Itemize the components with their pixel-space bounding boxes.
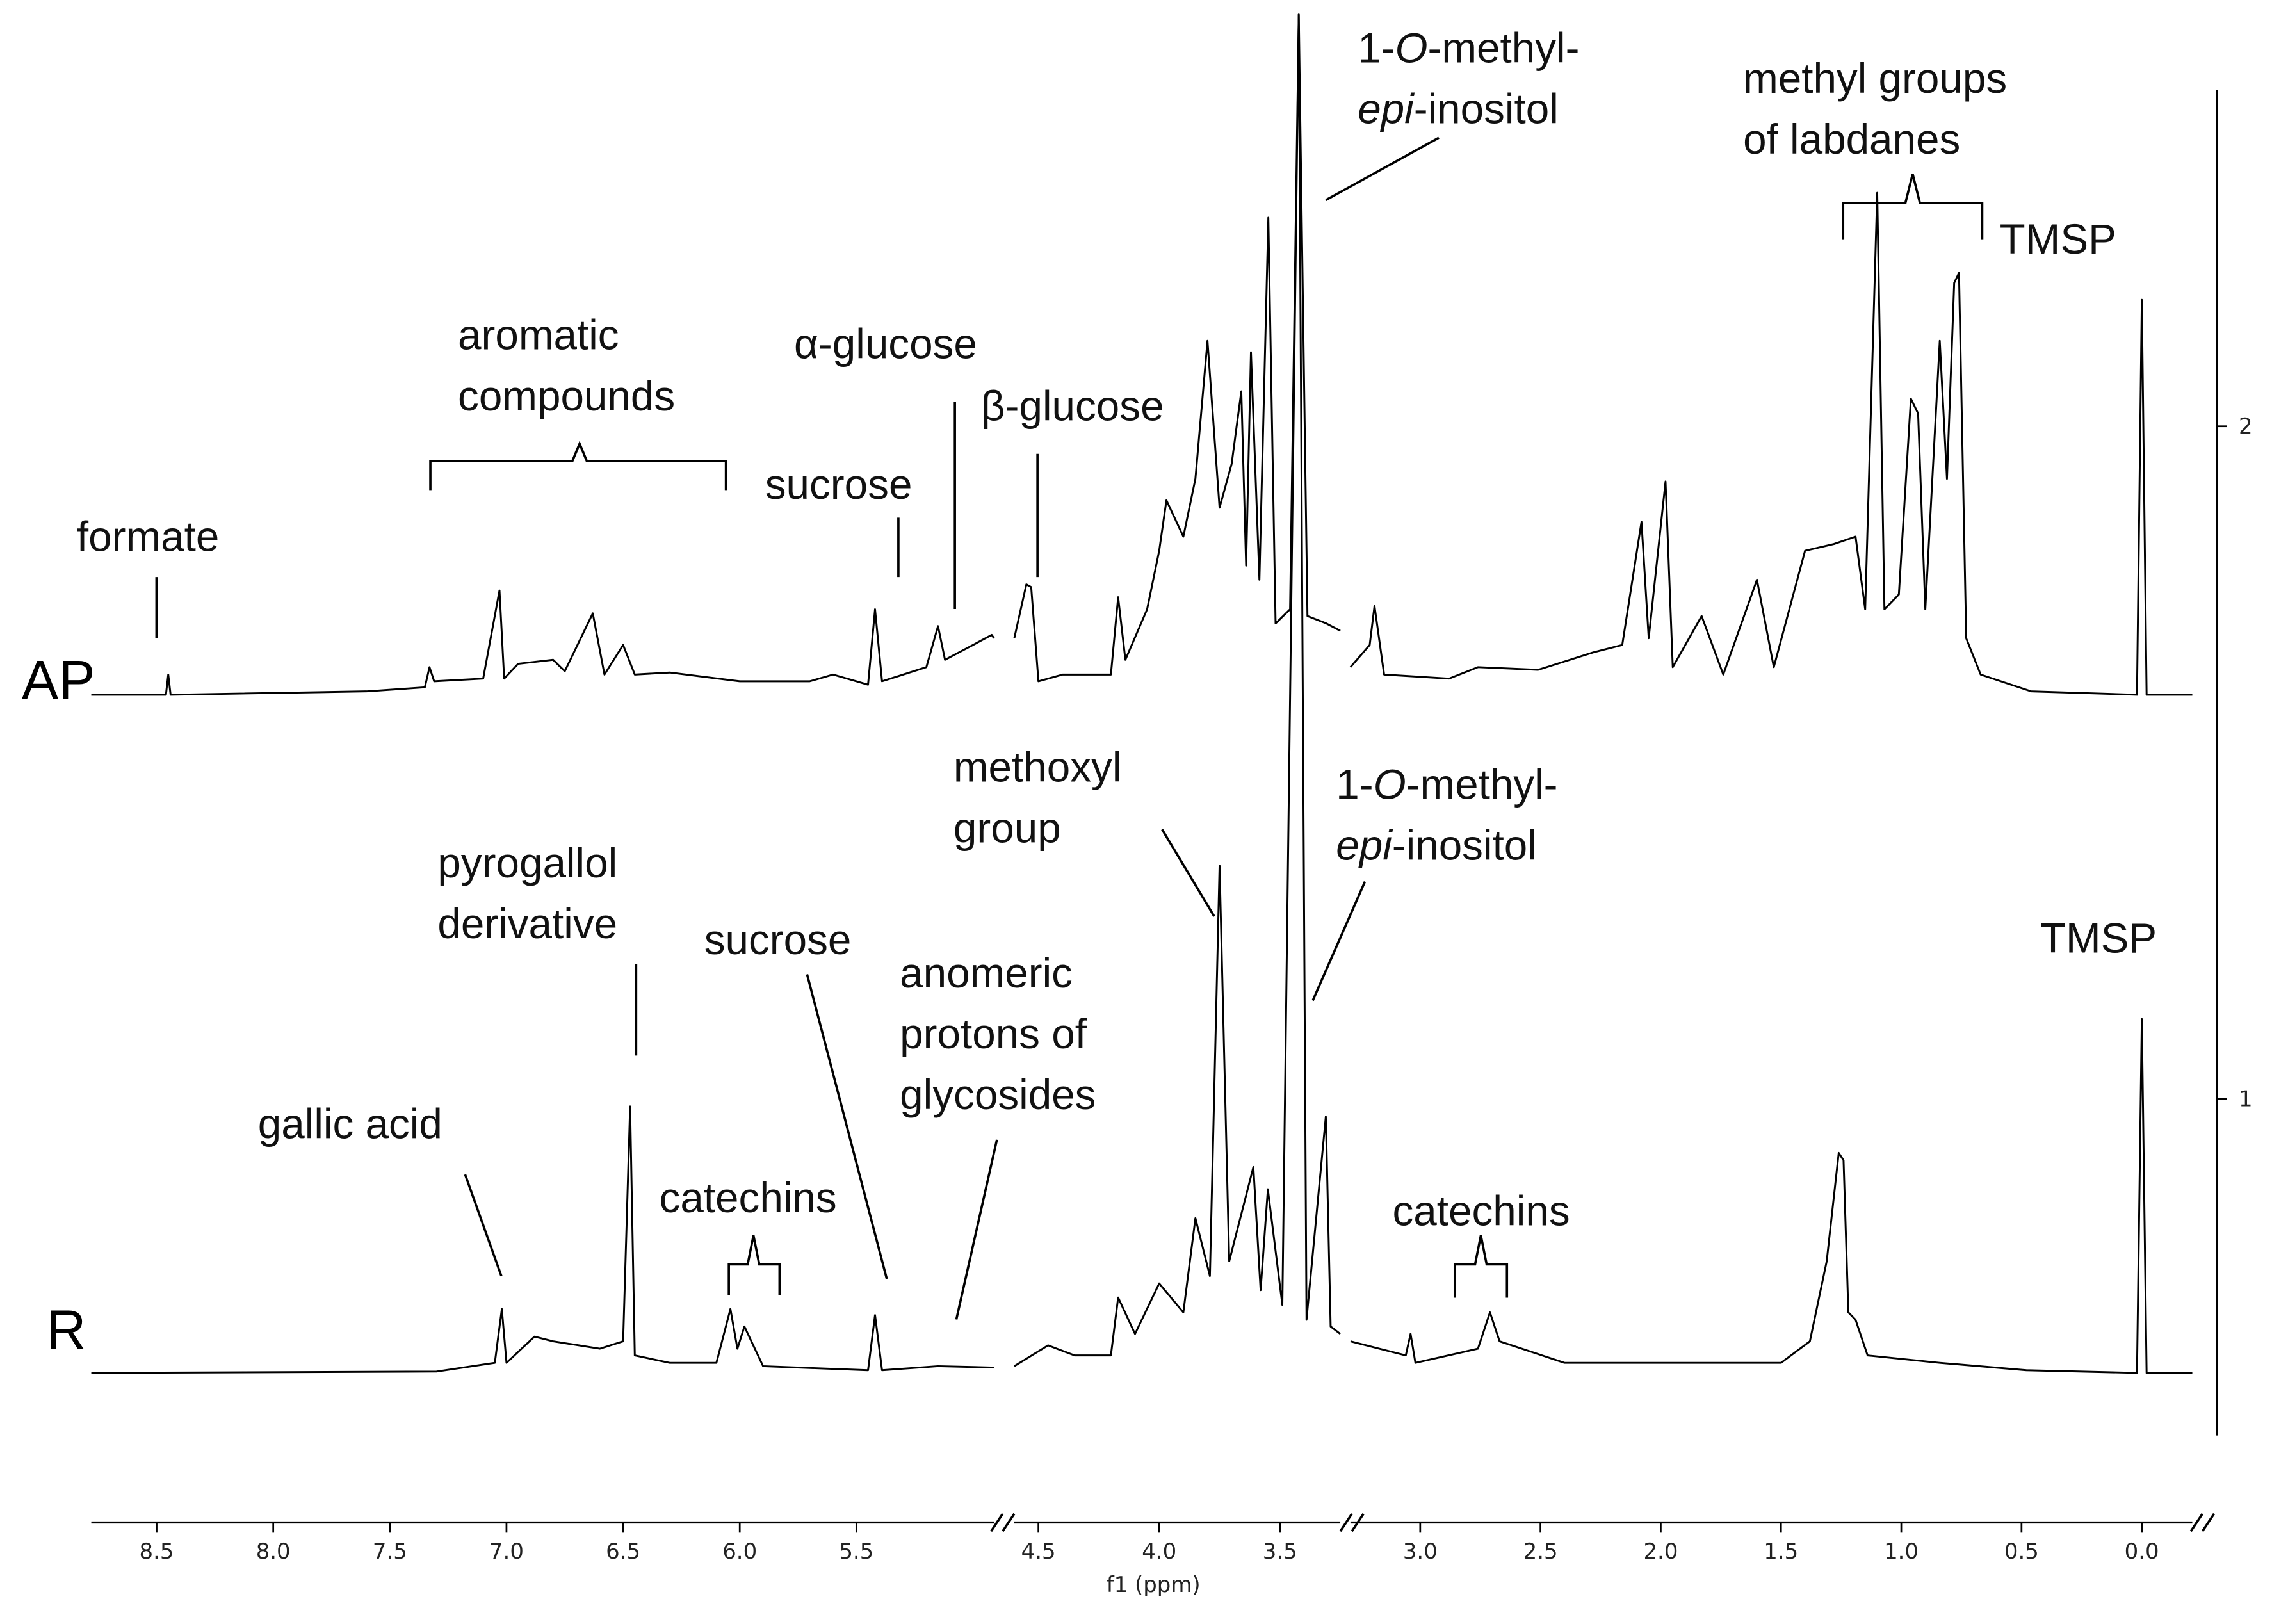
bracket: [1453, 1235, 1509, 1298]
annotation-text: anomeric: [900, 950, 1073, 996]
x-tick-label: 2.0: [1643, 1539, 1678, 1564]
x-tick-label: 1.0: [1884, 1539, 1919, 1564]
annotation-text: sucrose: [704, 916, 852, 963]
annotation-text: -methyl-: [1406, 761, 1558, 808]
bracket: [727, 1235, 781, 1295]
pointer: [955, 1139, 998, 1320]
annotation: protons of: [900, 1011, 1087, 1057]
x-tick-label: 8.0: [256, 1539, 291, 1564]
annotation-text: methoxyl: [953, 743, 1122, 790]
annotation: epi-inositol: [1358, 85, 1559, 132]
annotation: epi-inositol: [1336, 822, 1537, 869]
annotation: methyl groups: [1743, 55, 2007, 102]
axis-break: [2189, 1513, 2203, 1532]
annotation-text: -methyl-: [1428, 24, 1580, 71]
annotation: 1-O-methyl-: [1336, 761, 1557, 808]
annotation-text: pyrogallol: [437, 840, 617, 886]
axis-break: [1002, 1513, 1016, 1532]
annotation-text: methyl groups: [1743, 55, 2007, 102]
series-label: R: [46, 1299, 86, 1361]
annotation: β-glucose: [981, 383, 1164, 430]
annotation-text: aromatic: [458, 312, 619, 359]
annotation: catechins: [1393, 1187, 1570, 1234]
annotation-text: sucrose: [765, 461, 913, 508]
annotation-text: -inositol: [1414, 85, 1559, 132]
annotation-text: protons of: [900, 1011, 1087, 1057]
annotation-text: epi: [1358, 85, 1415, 132]
axis-break: [2201, 1513, 2215, 1532]
annotation-text: derivative: [437, 900, 617, 947]
annotation: sucrose: [704, 916, 852, 963]
annotation-text: β-glucose: [981, 383, 1164, 430]
pointer: [464, 1174, 503, 1277]
annotation: group: [953, 805, 1061, 852]
annotation-text: TMSP: [2040, 915, 2157, 962]
annotation: α-glucose: [794, 320, 977, 367]
annotation-text: TMSP: [2000, 216, 2116, 263]
annotation: pyrogallol: [437, 840, 617, 886]
bracket: [1842, 174, 1984, 240]
y-tick-label: 2: [2239, 414, 2253, 439]
x-tick-label: 4.0: [1142, 1539, 1176, 1564]
x-tick-label: 3.0: [1403, 1539, 1438, 1564]
pointer: [1325, 136, 1440, 202]
annotation-text: O: [1395, 24, 1428, 71]
annotation-text: formate: [77, 513, 219, 560]
annotation: 1-O-methyl-: [1358, 24, 1579, 71]
annotation: formate: [77, 513, 219, 560]
annotation: TMSP: [2040, 915, 2157, 962]
annotation-text: 1-: [1336, 761, 1373, 808]
series-label: AP: [22, 649, 95, 711]
annotation: methoxyl: [953, 743, 1122, 790]
axis-break: [1339, 1513, 1353, 1532]
annotation: derivative: [437, 900, 617, 947]
pointer: [1311, 881, 1367, 1002]
spectrum-line: [91, 13, 2193, 696]
annotation: TMSP: [2000, 216, 2116, 263]
x-tick-label: 0.5: [2004, 1539, 2039, 1564]
annotation-text: catechins: [1393, 1187, 1570, 1234]
annotation: anomeric: [900, 950, 1073, 996]
x-tick-label: 5.5: [839, 1539, 873, 1564]
annotation: sucrose: [765, 461, 913, 508]
pointers: [155, 136, 2215, 1532]
annotation: compounds: [458, 373, 675, 419]
axis-break: [990, 1513, 1004, 1532]
x-tick-label: 0.0: [2125, 1539, 2159, 1564]
annotation-text: of labdanes: [1743, 116, 1960, 163]
x-tick-label: 7.0: [489, 1539, 524, 1564]
x-axis-label: f1 (ppm): [1107, 1572, 1201, 1598]
x-tick-label: 6.5: [606, 1539, 640, 1564]
annotation: catechins: [660, 1174, 837, 1221]
annotation-text: 1-: [1358, 24, 1395, 71]
annotation-text: O: [1374, 761, 1406, 808]
x-tick-label: 6.0: [722, 1539, 757, 1564]
annotation: aromatic: [458, 312, 619, 359]
annotation-text: gallic acid: [258, 1100, 442, 1147]
annotation-text: group: [953, 805, 1061, 852]
x-tick-label: 7.5: [373, 1539, 407, 1564]
annotation: gallic acid: [258, 1100, 442, 1147]
x-tick-label: 3.5: [1263, 1539, 1297, 1564]
x-tick-label: 8.5: [140, 1539, 174, 1564]
annotation-text: catechins: [660, 1174, 837, 1221]
bracket: [429, 441, 727, 491]
spectrum-line: [91, 13, 2193, 1374]
y-tick-label: 1: [2239, 1087, 2253, 1112]
annotation: of labdanes: [1743, 116, 1960, 163]
annotation-text: compounds: [458, 373, 675, 419]
pointer: [1161, 829, 1215, 917]
x-tick-label: 4.5: [1021, 1539, 1056, 1564]
annotation-text: epi: [1336, 822, 1393, 869]
x-tick-label: 2.5: [1523, 1539, 1558, 1564]
x-tick-label: 1.5: [1764, 1539, 1798, 1564]
pointer: [806, 974, 888, 1279]
annotation-text: α-glucose: [794, 320, 977, 367]
annotation: glycosides: [900, 1071, 1096, 1118]
annotation-text: glycosides: [900, 1071, 1096, 1118]
annotation-text: -inositol: [1392, 822, 1537, 869]
